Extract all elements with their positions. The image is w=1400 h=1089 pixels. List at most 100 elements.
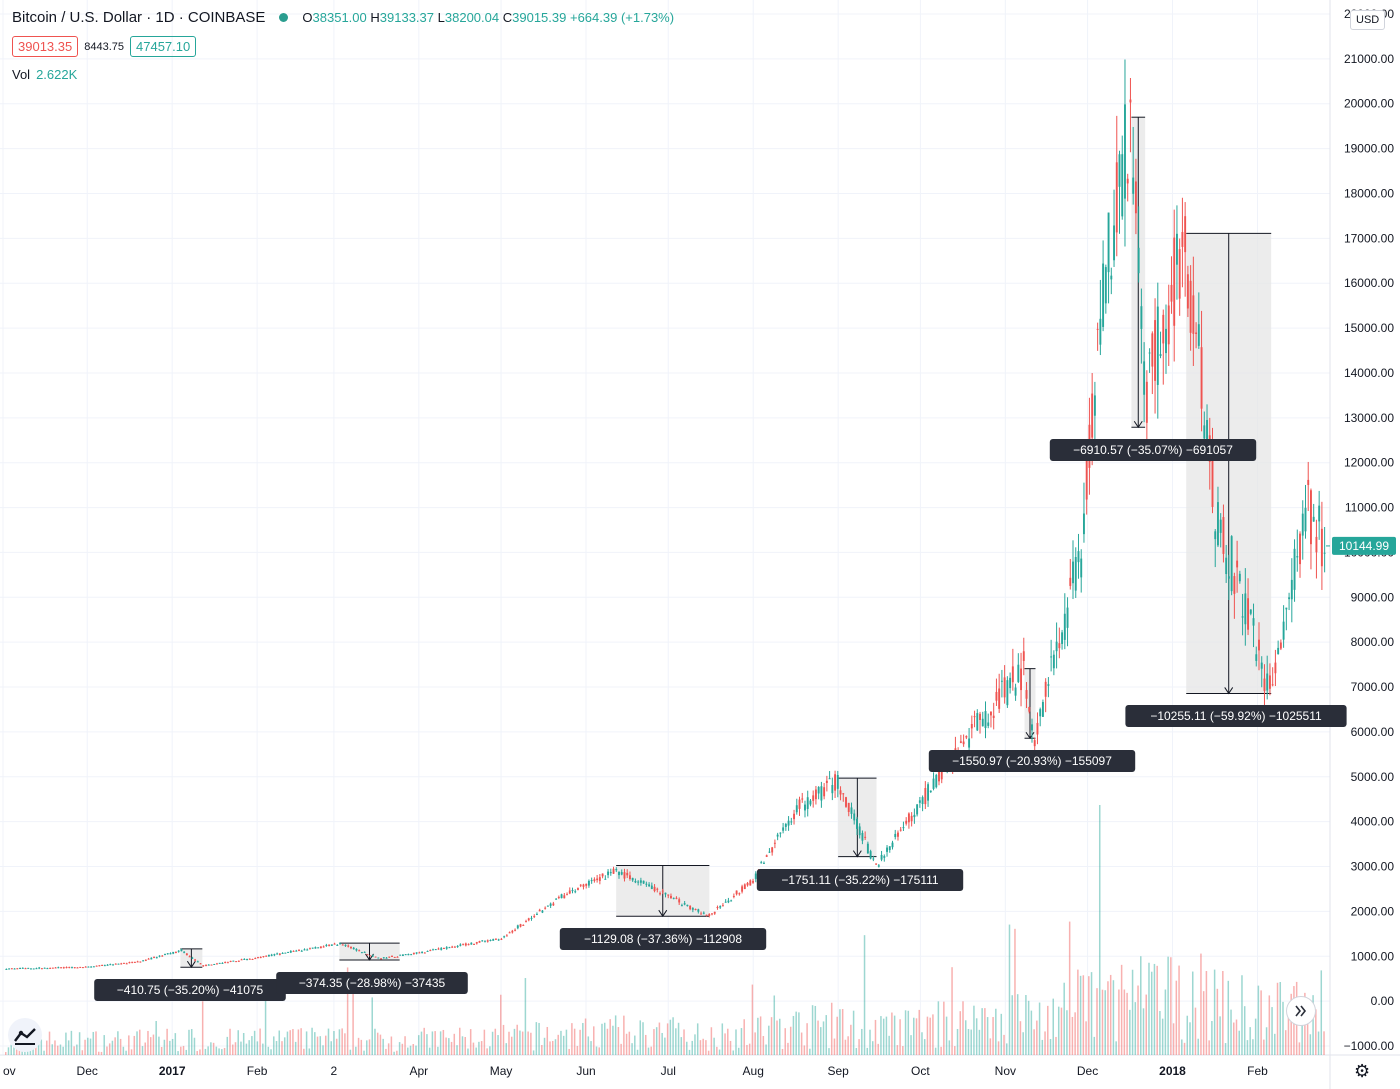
candle-body	[626, 872, 629, 876]
candle-body	[897, 832, 899, 837]
volume-bar	[305, 1031, 308, 1055]
volume-bar	[322, 1045, 324, 1055]
volume-bar	[1036, 1020, 1038, 1055]
candle-body	[541, 910, 544, 913]
volume-bar	[1172, 1023, 1175, 1055]
volume-bar	[956, 1028, 959, 1055]
volume-bar	[396, 1050, 398, 1055]
measure-label-box	[756, 869, 964, 891]
candle-body	[486, 940, 489, 942]
candle-body	[932, 778, 935, 789]
candle-body	[968, 738, 971, 748]
volume-bar	[680, 1037, 683, 1055]
candle-body	[1058, 643, 1061, 649]
candle-body	[511, 930, 514, 933]
volume-bar	[1254, 1018, 1257, 1055]
candle-body	[1022, 651, 1025, 661]
volume-bar	[1243, 1006, 1246, 1055]
volume-bar	[155, 1020, 157, 1055]
symbol-title[interactable]: Bitcoin / U.S. Dollar · 1D · COINBASE	[12, 9, 266, 26]
candle-body	[1006, 680, 1009, 706]
candle-body	[1082, 513, 1085, 535]
candle-body	[970, 724, 973, 729]
candle-body	[962, 741, 965, 745]
sell-price-button[interactable]: 39013.35	[12, 36, 79, 57]
volume-bar	[464, 1036, 466, 1055]
candle-body	[1178, 249, 1181, 299]
candle-body	[1156, 306, 1159, 385]
candle-body	[1099, 318, 1102, 345]
x-tick-label: Dec	[1077, 1064, 1098, 1078]
candle-body	[935, 774, 938, 788]
volume-bar	[986, 1017, 989, 1055]
volume-bar	[210, 1042, 212, 1055]
candle-body	[880, 854, 883, 860]
candle-body	[1072, 561, 1074, 584]
volume-bar	[560, 1030, 562, 1055]
candle-body	[598, 877, 601, 881]
candle-body	[738, 893, 741, 895]
volume-bar	[417, 1035, 420, 1055]
volume-bar	[1098, 805, 1101, 1055]
volume-bar	[675, 1028, 677, 1055]
volume-bar	[459, 1027, 461, 1055]
volume-bar	[114, 1037, 116, 1055]
y-tick-label: 2000.00	[1351, 904, 1395, 918]
candle-body	[730, 900, 733, 902]
candle-body	[445, 947, 448, 949]
volume-bar	[964, 1020, 967, 1055]
measure-arrow-head	[1133, 420, 1143, 429]
candle-body	[1093, 395, 1096, 416]
volume-bar	[776, 1020, 778, 1055]
y-tick-label: −1000.00	[1344, 1039, 1395, 1053]
candle-body	[546, 905, 549, 907]
volume-bar	[314, 1032, 316, 1055]
volume-bar	[973, 1005, 975, 1055]
volume-bar	[918, 1009, 920, 1055]
buy-price-button[interactable]: 47457.10	[130, 36, 197, 57]
volume-bar	[62, 1046, 64, 1055]
volume-bar	[390, 1036, 393, 1055]
candle-body	[1173, 237, 1176, 326]
volume-bar	[732, 1050, 735, 1055]
candle-body	[1277, 647, 1280, 655]
candle-body	[205, 964, 207, 966]
x-tick-label: 2	[331, 1064, 338, 1078]
candle-body	[790, 821, 793, 823]
volume-bar	[273, 1036, 275, 1055]
candle-body	[990, 711, 992, 716]
volume-bar	[1268, 995, 1271, 1055]
tradingview-logo-icon[interactable]	[8, 1018, 42, 1052]
candle-body	[604, 878, 607, 880]
volume-bar	[710, 1027, 713, 1055]
volume-bar	[683, 1029, 685, 1055]
measure-label: −410.75 (−35.20%) −41075	[117, 983, 264, 997]
candle-body	[628, 875, 631, 880]
candle-body	[237, 960, 240, 962]
volume-bar	[926, 1016, 929, 1055]
candle-body	[973, 716, 976, 718]
volume-bar	[932, 1014, 934, 1055]
volume-bar	[398, 1042, 401, 1055]
scroll-to-realtime-icon[interactable]	[1286, 996, 1316, 1026]
candle-body	[1080, 558, 1083, 578]
candle-body	[732, 895, 735, 897]
candle-body	[1310, 490, 1312, 545]
y-tick-label: 13000.00	[1344, 411, 1394, 425]
candle-body	[254, 958, 257, 960]
candle-body	[713, 911, 716, 914]
candle-body	[84, 966, 87, 968]
volume-bar	[828, 1048, 830, 1055]
candle-body	[393, 956, 396, 958]
volume-bar	[1038, 1002, 1041, 1055]
y-tick-label: 9000.00	[1351, 590, 1395, 604]
candle-body	[147, 958, 150, 960]
candle-body	[174, 951, 177, 953]
candle-body	[112, 964, 114, 966]
candle-body	[475, 942, 478, 944]
gear-icon[interactable]: ⚙	[1354, 1061, 1371, 1081]
currency-button[interactable]: USD	[1350, 10, 1386, 30]
candle-body	[784, 824, 787, 827]
